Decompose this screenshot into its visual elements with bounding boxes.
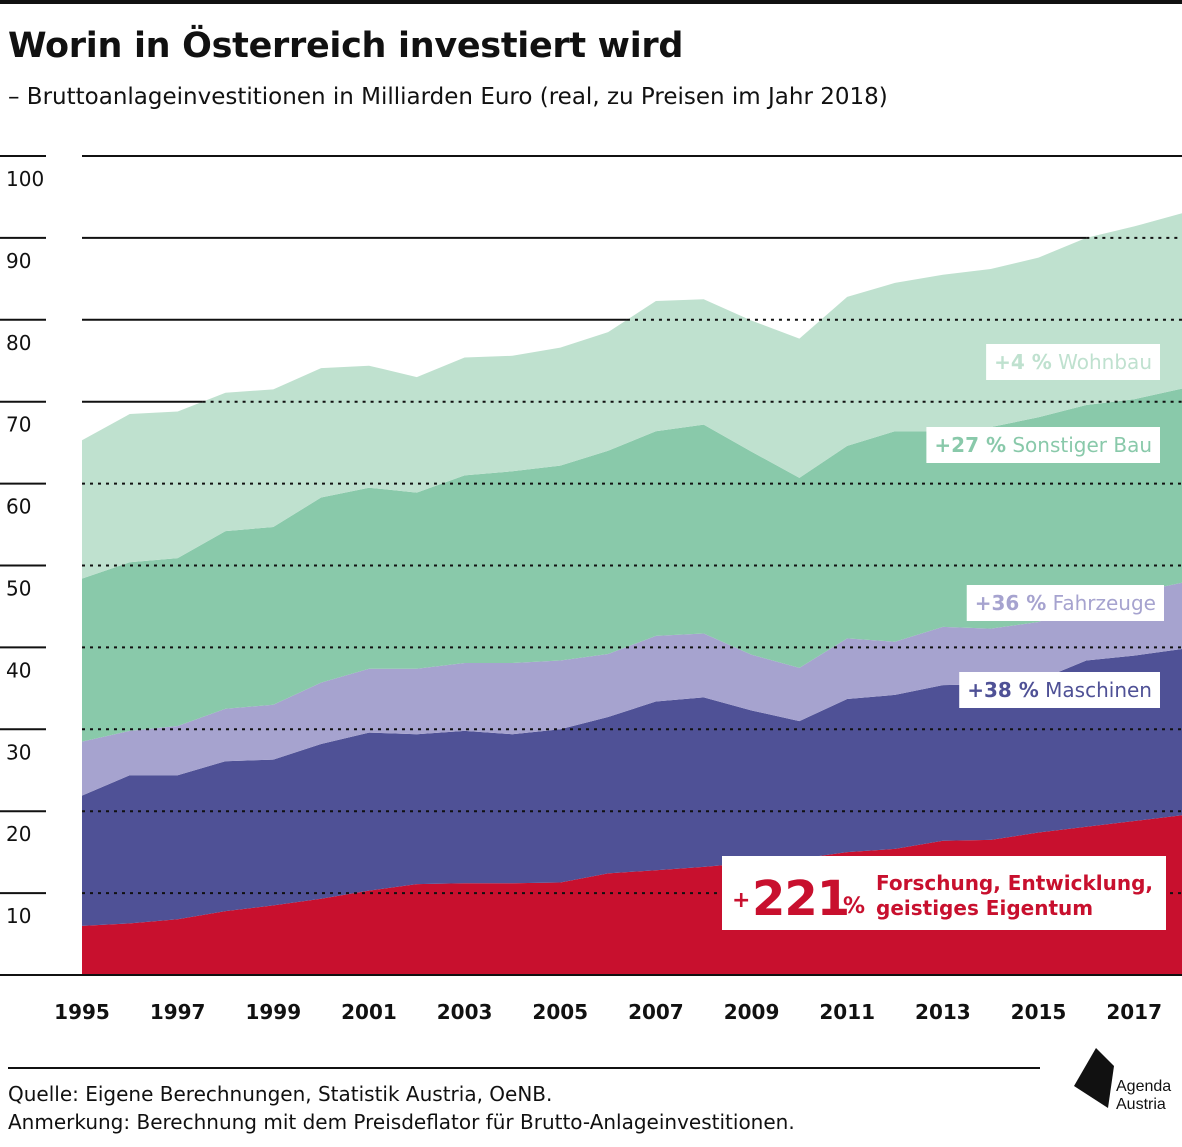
area-layers <box>82 213 1182 975</box>
label-text: +38 % Maschinen <box>967 678 1152 702</box>
label-change: +27 % <box>934 433 1006 457</box>
label-text: +36 % Fahrzeuge <box>975 591 1156 615</box>
label-fahrzeuge: +36 % Fahrzeuge <box>966 585 1164 621</box>
label-forschung: +221% Forschung, Entwicklung,geistiges Ei… <box>722 856 1166 930</box>
label-box <box>959 672 1160 708</box>
label-text: +4 % Wohnbau <box>994 350 1152 374</box>
y-tick-label: 20 <box>6 822 31 846</box>
area-fahrzeuge <box>82 582 1182 796</box>
logo-text-line1: Agenda <box>1116 1078 1172 1095</box>
label-series-name: Maschinen <box>1039 678 1152 702</box>
x-tick-label: 2015 <box>1011 1000 1067 1024</box>
label-change: +4 % <box>994 350 1052 374</box>
label-maschinen: +38 % Maschinen <box>959 672 1160 708</box>
y-tick-label: 80 <box>6 331 31 355</box>
x-tick-label: 2005 <box>532 1000 588 1024</box>
label-sonstiger_bau: +27 % Sonstiger Bau <box>926 427 1160 463</box>
y-tick-label: 70 <box>6 413 31 437</box>
label-series-name-line1: Forschung, Entwicklung, <box>876 871 1153 895</box>
chart-subtitle: – Bruttoanlageinvestitionen in Milliarde… <box>8 84 888 110</box>
agenda-austria-logo-icon <box>1074 1048 1114 1108</box>
logo-text-line2: Austria <box>1116 1096 1166 1113</box>
method-note: Anmerkung: Berechnung mit dem Preisdefla… <box>8 1110 795 1134</box>
x-tick-label: 1995 <box>54 1000 110 1024</box>
label-change-unit: % <box>843 894 865 919</box>
source-note: Quelle: Eigene Berechnungen, Statistik A… <box>8 1082 553 1106</box>
y-tick-label: 60 <box>6 495 31 519</box>
gridlines <box>0 155 1182 976</box>
y-axis-ticks: 10 20 30 40 50 60 70 80 90 100 <box>6 167 44 928</box>
series-labels: +38 % Maschinen +36 % Fahrzeuge +27 % Sons… <box>722 344 1166 930</box>
y-tick-label: 100 <box>6 167 44 191</box>
area-maschinen <box>82 649 1182 926</box>
y-tick-label: 40 <box>6 658 31 682</box>
label-box <box>722 856 1166 930</box>
label-text: +27 % Sonstiger Bau <box>934 433 1152 457</box>
label-change-number: 221 <box>752 871 849 927</box>
stacked-area-chart: 10 20 30 40 50 60 70 80 90 100 1995 1997 1999 2001 20… <box>0 155 1182 1024</box>
footer-rule <box>8 1067 1040 1069</box>
x-tick-label: 2009 <box>724 1000 780 1024</box>
x-tick-label: 1997 <box>150 1000 206 1024</box>
y-tick-label: 90 <box>6 249 31 273</box>
x-tick-label: 2017 <box>1106 1000 1162 1024</box>
x-tick-label: 2003 <box>437 1000 493 1024</box>
label-series-name-line2: geistiges Eigentum <box>876 896 1093 920</box>
label-change: +36 % <box>975 591 1047 615</box>
x-tick-label: 1999 <box>245 1000 301 1024</box>
label-box <box>926 427 1160 463</box>
area-forschung <box>82 815 1182 975</box>
label-series-name: Sonstiger Bau <box>1006 433 1152 457</box>
label-box <box>986 344 1160 380</box>
label-box <box>966 585 1164 621</box>
chart-title: Worin in Österreich investiert wird <box>8 26 684 66</box>
label-change: +38 % <box>967 678 1039 702</box>
label-wohnbau: +4 % Wohnbau <box>986 344 1160 380</box>
y-tick-label: 50 <box>6 577 31 601</box>
y-tick-label: 30 <box>6 740 31 764</box>
x-tick-label: 2001 <box>341 1000 397 1024</box>
top-rule <box>0 0 1182 4</box>
x-tick-label: 2007 <box>628 1000 684 1024</box>
label-change-prefix: + <box>732 888 750 913</box>
label-series-name: Wohnbau <box>1052 350 1152 374</box>
x-tick-label: 2011 <box>819 1000 875 1024</box>
x-axis-ticks: 1995 1997 1999 2001 2003 2005 2007 2009 2011 2013… <box>54 1000 1162 1024</box>
area-wohnbau <box>82 213 1182 579</box>
x-tick-label: 2013 <box>915 1000 971 1024</box>
label-series-name: Fahrzeuge <box>1046 591 1156 615</box>
area-sonstiger_bau <box>82 388 1182 742</box>
y-tick-label: 10 <box>6 904 31 928</box>
